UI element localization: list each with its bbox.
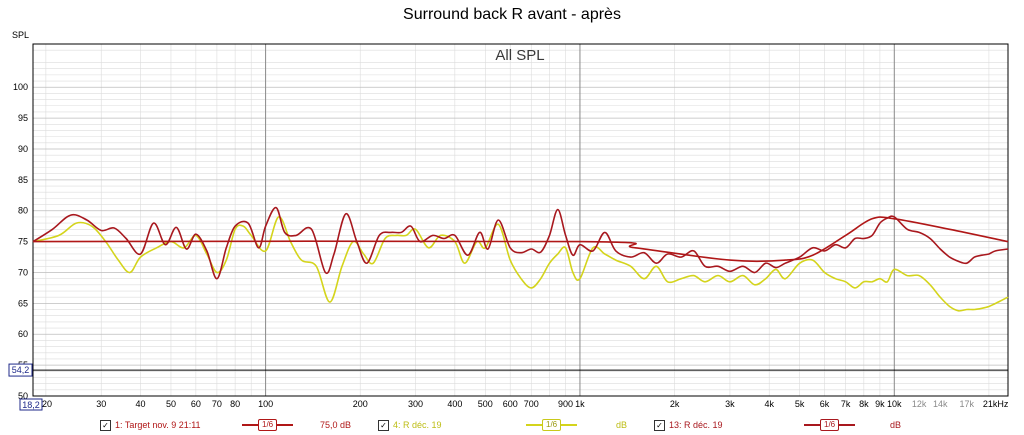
legend-level-r-dec-13: dB [890,420,902,430]
x-tick-label: 7k [841,399,851,409]
series-line-target [32,216,1009,263]
smoothing-line-left [242,424,258,426]
x-tick-label: 60 [191,399,201,409]
x-tick-label: 700 [524,399,539,409]
smoothing-line-left [526,424,542,426]
minor-gridlines [33,43,1008,396]
plot-frame [32,43,1009,397]
y-tick-label: 70 [18,267,28,277]
plot-label: All SPL [495,47,544,64]
x-tick-label: 100 [258,399,273,409]
x-tick-label: 12k [912,399,927,409]
legend: ✓ 1: Target nov. 9 21:11 1/6 75,0 dB ✓ 4… [0,417,1024,433]
smoothing-value-r-dec-13[interactable]: 1/6 [820,419,840,431]
x-tick-label: 20 [42,399,52,409]
legend-checkbox-r-dec-13[interactable]: ✓ [654,419,665,431]
x-tick-label: 500 [478,399,493,409]
y-tick-label: 95 [18,113,28,123]
x-start-value: 18,2 [22,400,40,410]
x-tick-label: 3k [725,399,735,409]
x-tick-label: 300 [408,399,423,409]
legend-label-r-dec-13: 13: R déc. 19 [669,420,723,430]
series-lines [32,206,1009,312]
x-tick-label: 8k [859,399,869,409]
x-tick-label: 40 [135,399,145,409]
x-tick-label: 600 [503,399,518,409]
legend-item-target[interactable]: ✓ 1: Target nov. 9 21:11 [100,417,201,433]
legend-level-r-dec-4: dB [616,420,628,430]
y-tick-labels: 55606570758085909510050 [13,82,28,401]
smoothing-value-r-dec-4[interactable]: 1/6 [542,419,562,431]
y-tick-label: 100 [13,82,28,92]
x-tick-label: 900 [558,399,573,409]
level-marker-value: 54,2 [12,365,30,375]
x-tick-label: 200 [353,399,368,409]
x-tick-label: 17k [959,399,974,409]
legend-item-r-dec-13[interactable]: ✓ 13: R déc. 19 [654,417,723,433]
x-start-marker[interactable]: 18,2 [19,398,43,411]
series-line-r-dec-4 [32,216,1009,312]
x-tick-label: 30 [96,399,106,409]
chart-title: Surround back R avant - après [403,6,621,23]
series-line-r-dec-13 [32,206,1009,280]
x-tick-label: 10k [887,399,902,409]
y-tick-label: 50 [18,391,28,401]
x-tick-label: 21kHz [983,399,1009,409]
level-marker-box[interactable] [8,363,33,377]
y-tick-label: 60 [18,329,28,339]
legend-item-r-dec-4[interactable]: ✓ 4: R déc. 19 [378,417,442,433]
x-tick-label: 2k [670,399,680,409]
legend-label-target: 1: Target nov. 9 21:11 [115,420,201,430]
x-tick-label: 80 [230,399,240,409]
major-gridlines [33,44,1008,396]
legend-level-target: 75,0 dB [320,420,352,430]
smoothing-control-r-dec-13[interactable]: 1/6 [804,419,856,431]
smoothing-line-right [561,424,578,426]
y-tick-label: 85 [18,175,28,185]
y-tick-label: 65 [18,298,28,308]
smoothing-value-target[interactable]: 1/6 [258,419,278,431]
y-axis-label: SPL [12,30,29,40]
x-tick-label: 5k [795,399,805,409]
legend-checkbox-r-dec-4[interactable]: ✓ [378,419,389,431]
smoothing-control-target[interactable]: 1/6 [242,419,294,431]
x-tick-label: 6k [820,399,830,409]
smoothing-line-right [277,424,294,426]
x-tick-label: 4k [764,399,774,409]
x-tick-label: 400 [447,399,462,409]
x-tick-label: 14k [933,399,948,409]
x-start-box[interactable] [19,398,43,411]
level-marker[interactable]: 54,2 [8,363,1008,377]
y-tick-label: 75 [18,237,28,247]
smoothing-control-r-dec-4[interactable]: 1/6 [526,419,578,431]
smoothing-line-left [804,424,820,426]
x-tick-labels: 30 40 50 60 70 80 100 200 300 400 500 600 700 900 1k 2k… [42,399,1009,409]
x-tick-label: 70 [212,399,222,409]
x-tick-label: 1k [575,399,585,409]
y-tick-label: 80 [18,206,28,216]
legend-checkbox-target[interactable]: ✓ [100,419,111,431]
x-tick-label: 50 [166,399,176,409]
smoothing-line-right [839,424,856,426]
x-tick-label: 9k [875,399,885,409]
legend-label-r-dec-4: 4: R déc. 19 [393,420,442,430]
y-tick-label: 90 [18,144,28,154]
